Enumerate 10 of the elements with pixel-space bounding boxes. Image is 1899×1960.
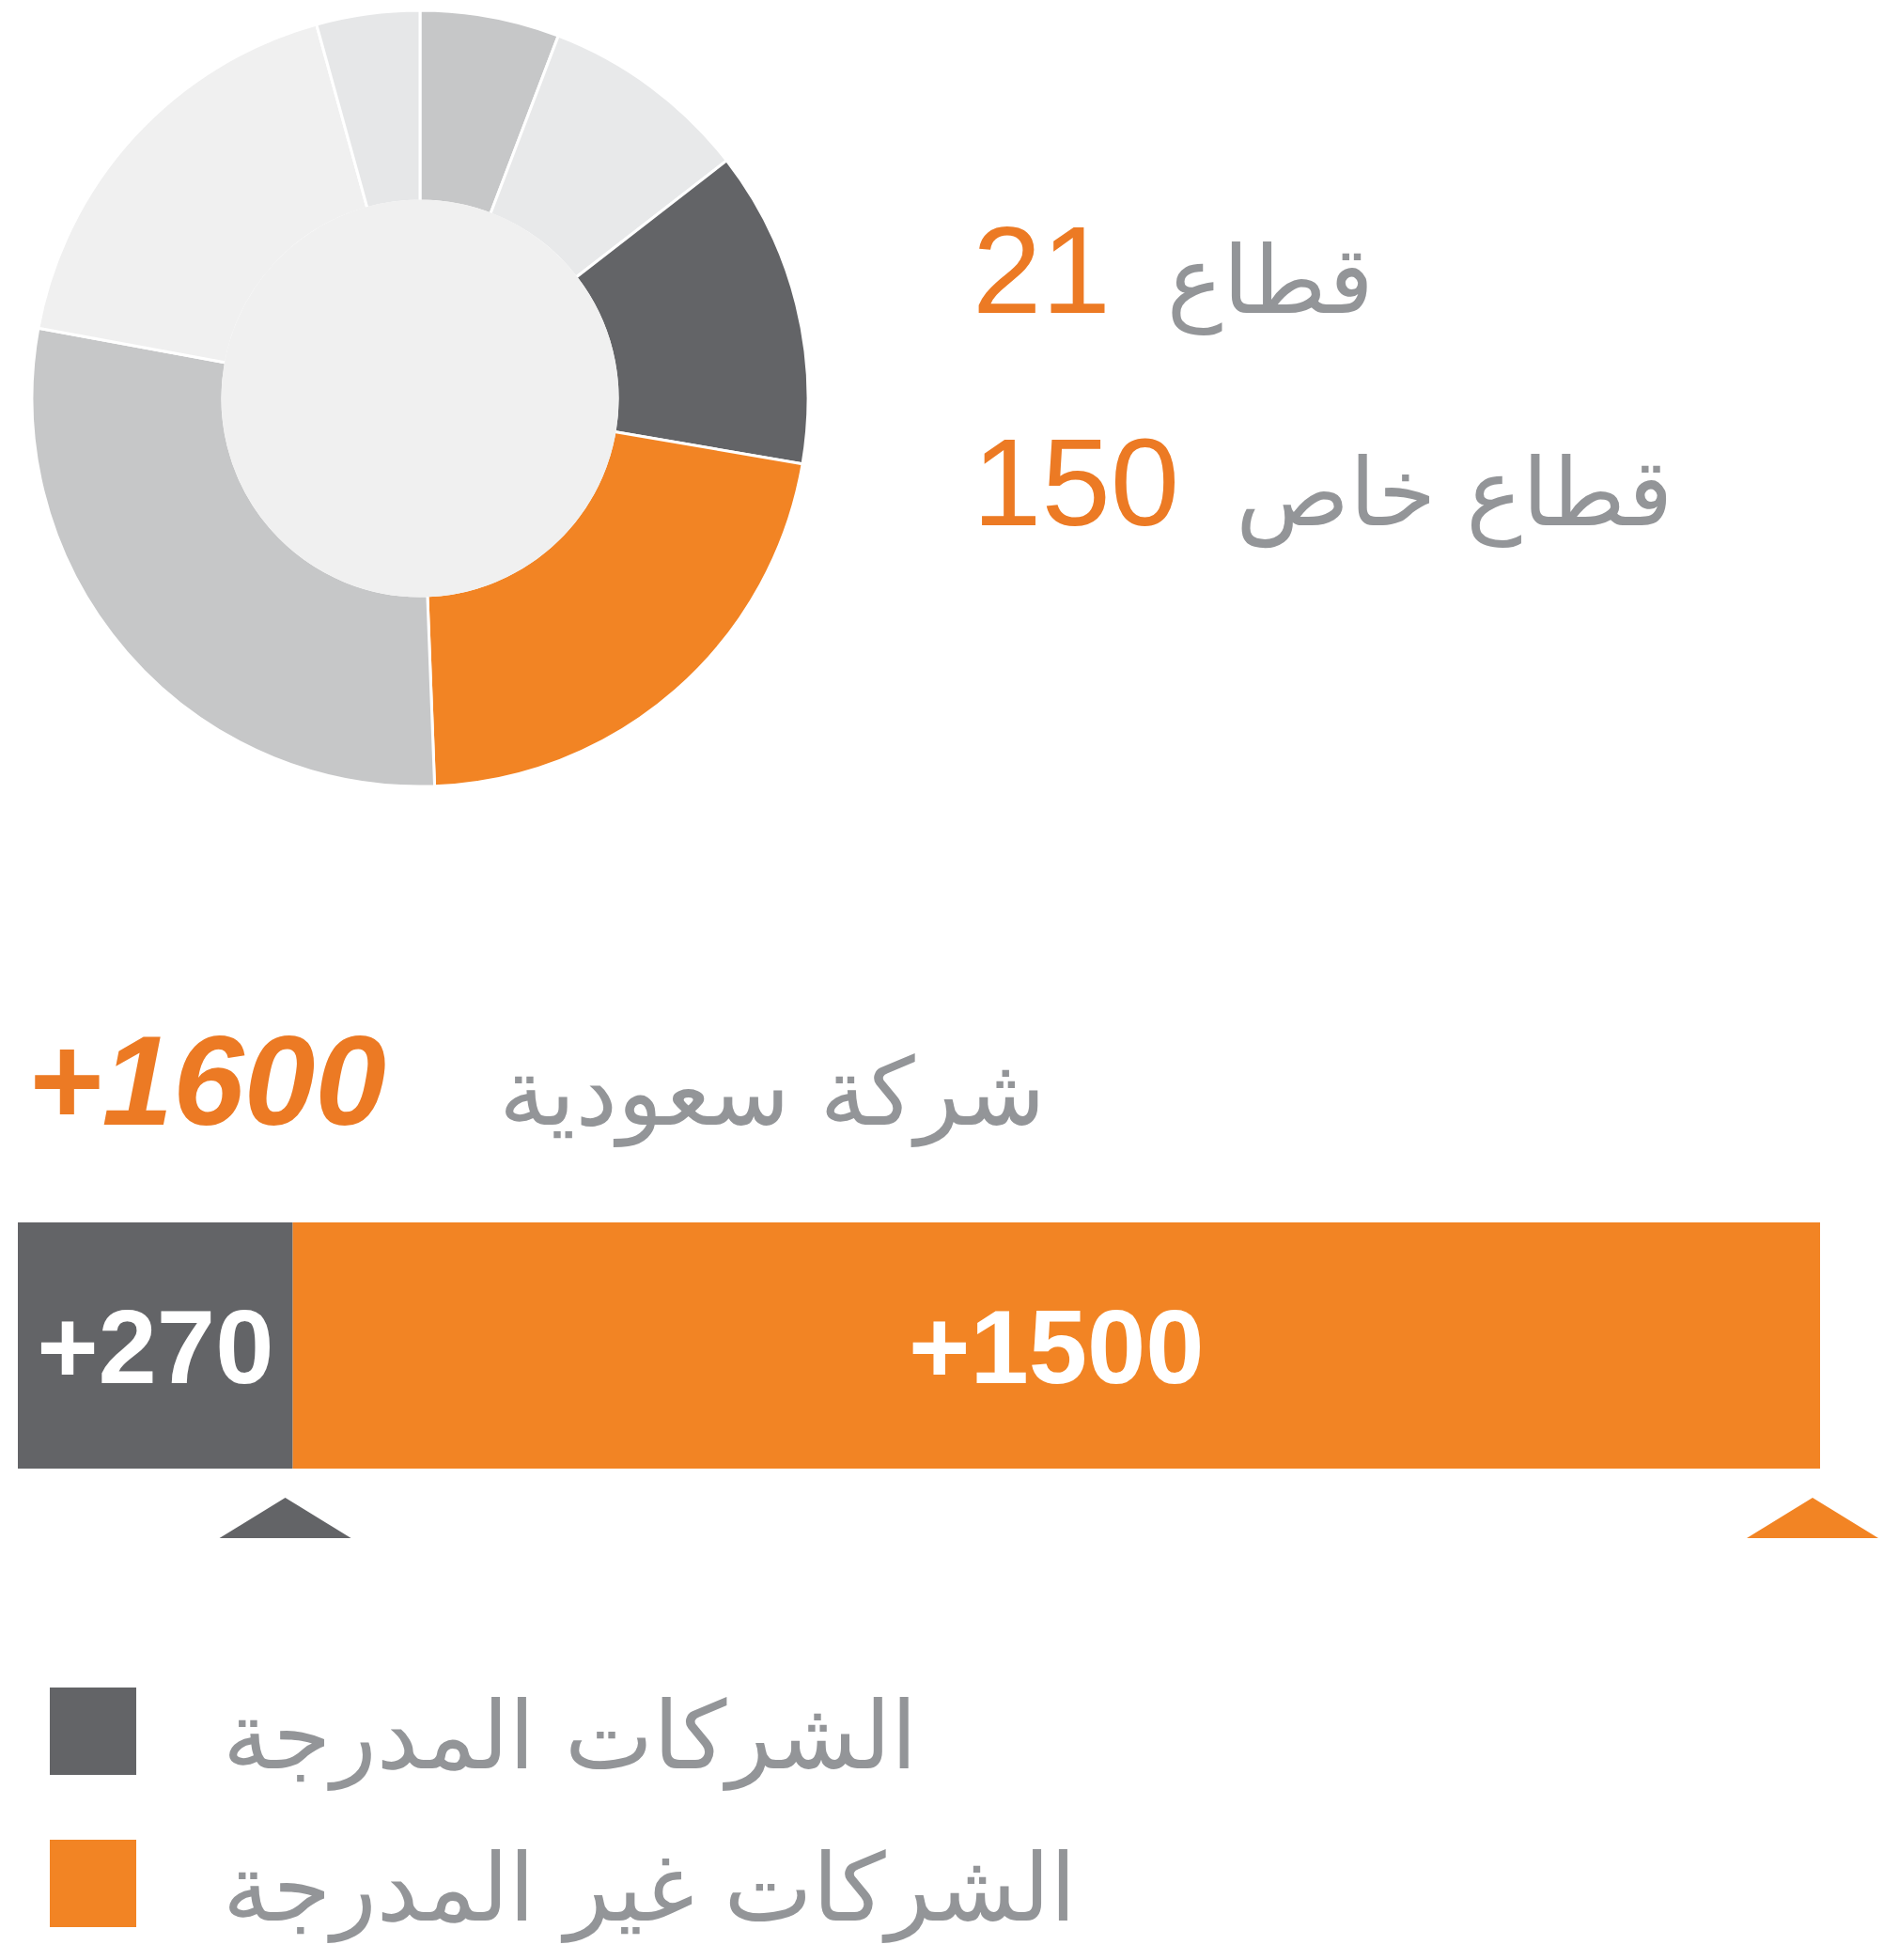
- legend-label: الشركات المدرجة: [223, 1681, 917, 1791]
- data-label: +1500: [909, 1288, 1205, 1406]
- text: +1600: [27, 1009, 386, 1152]
- data-label: +270: [37, 1288, 274, 1406]
- text: 21: [973, 201, 1111, 339]
- chart-title: شركة سعودية: [498, 1037, 1046, 1147]
- text: 150: [973, 413, 1180, 552]
- text: قطاع: [1166, 226, 1374, 335]
- text: قطاع خاص: [1236, 438, 1673, 549]
- legend-label: الشركات غير المدرجة: [223, 1833, 1077, 1943]
